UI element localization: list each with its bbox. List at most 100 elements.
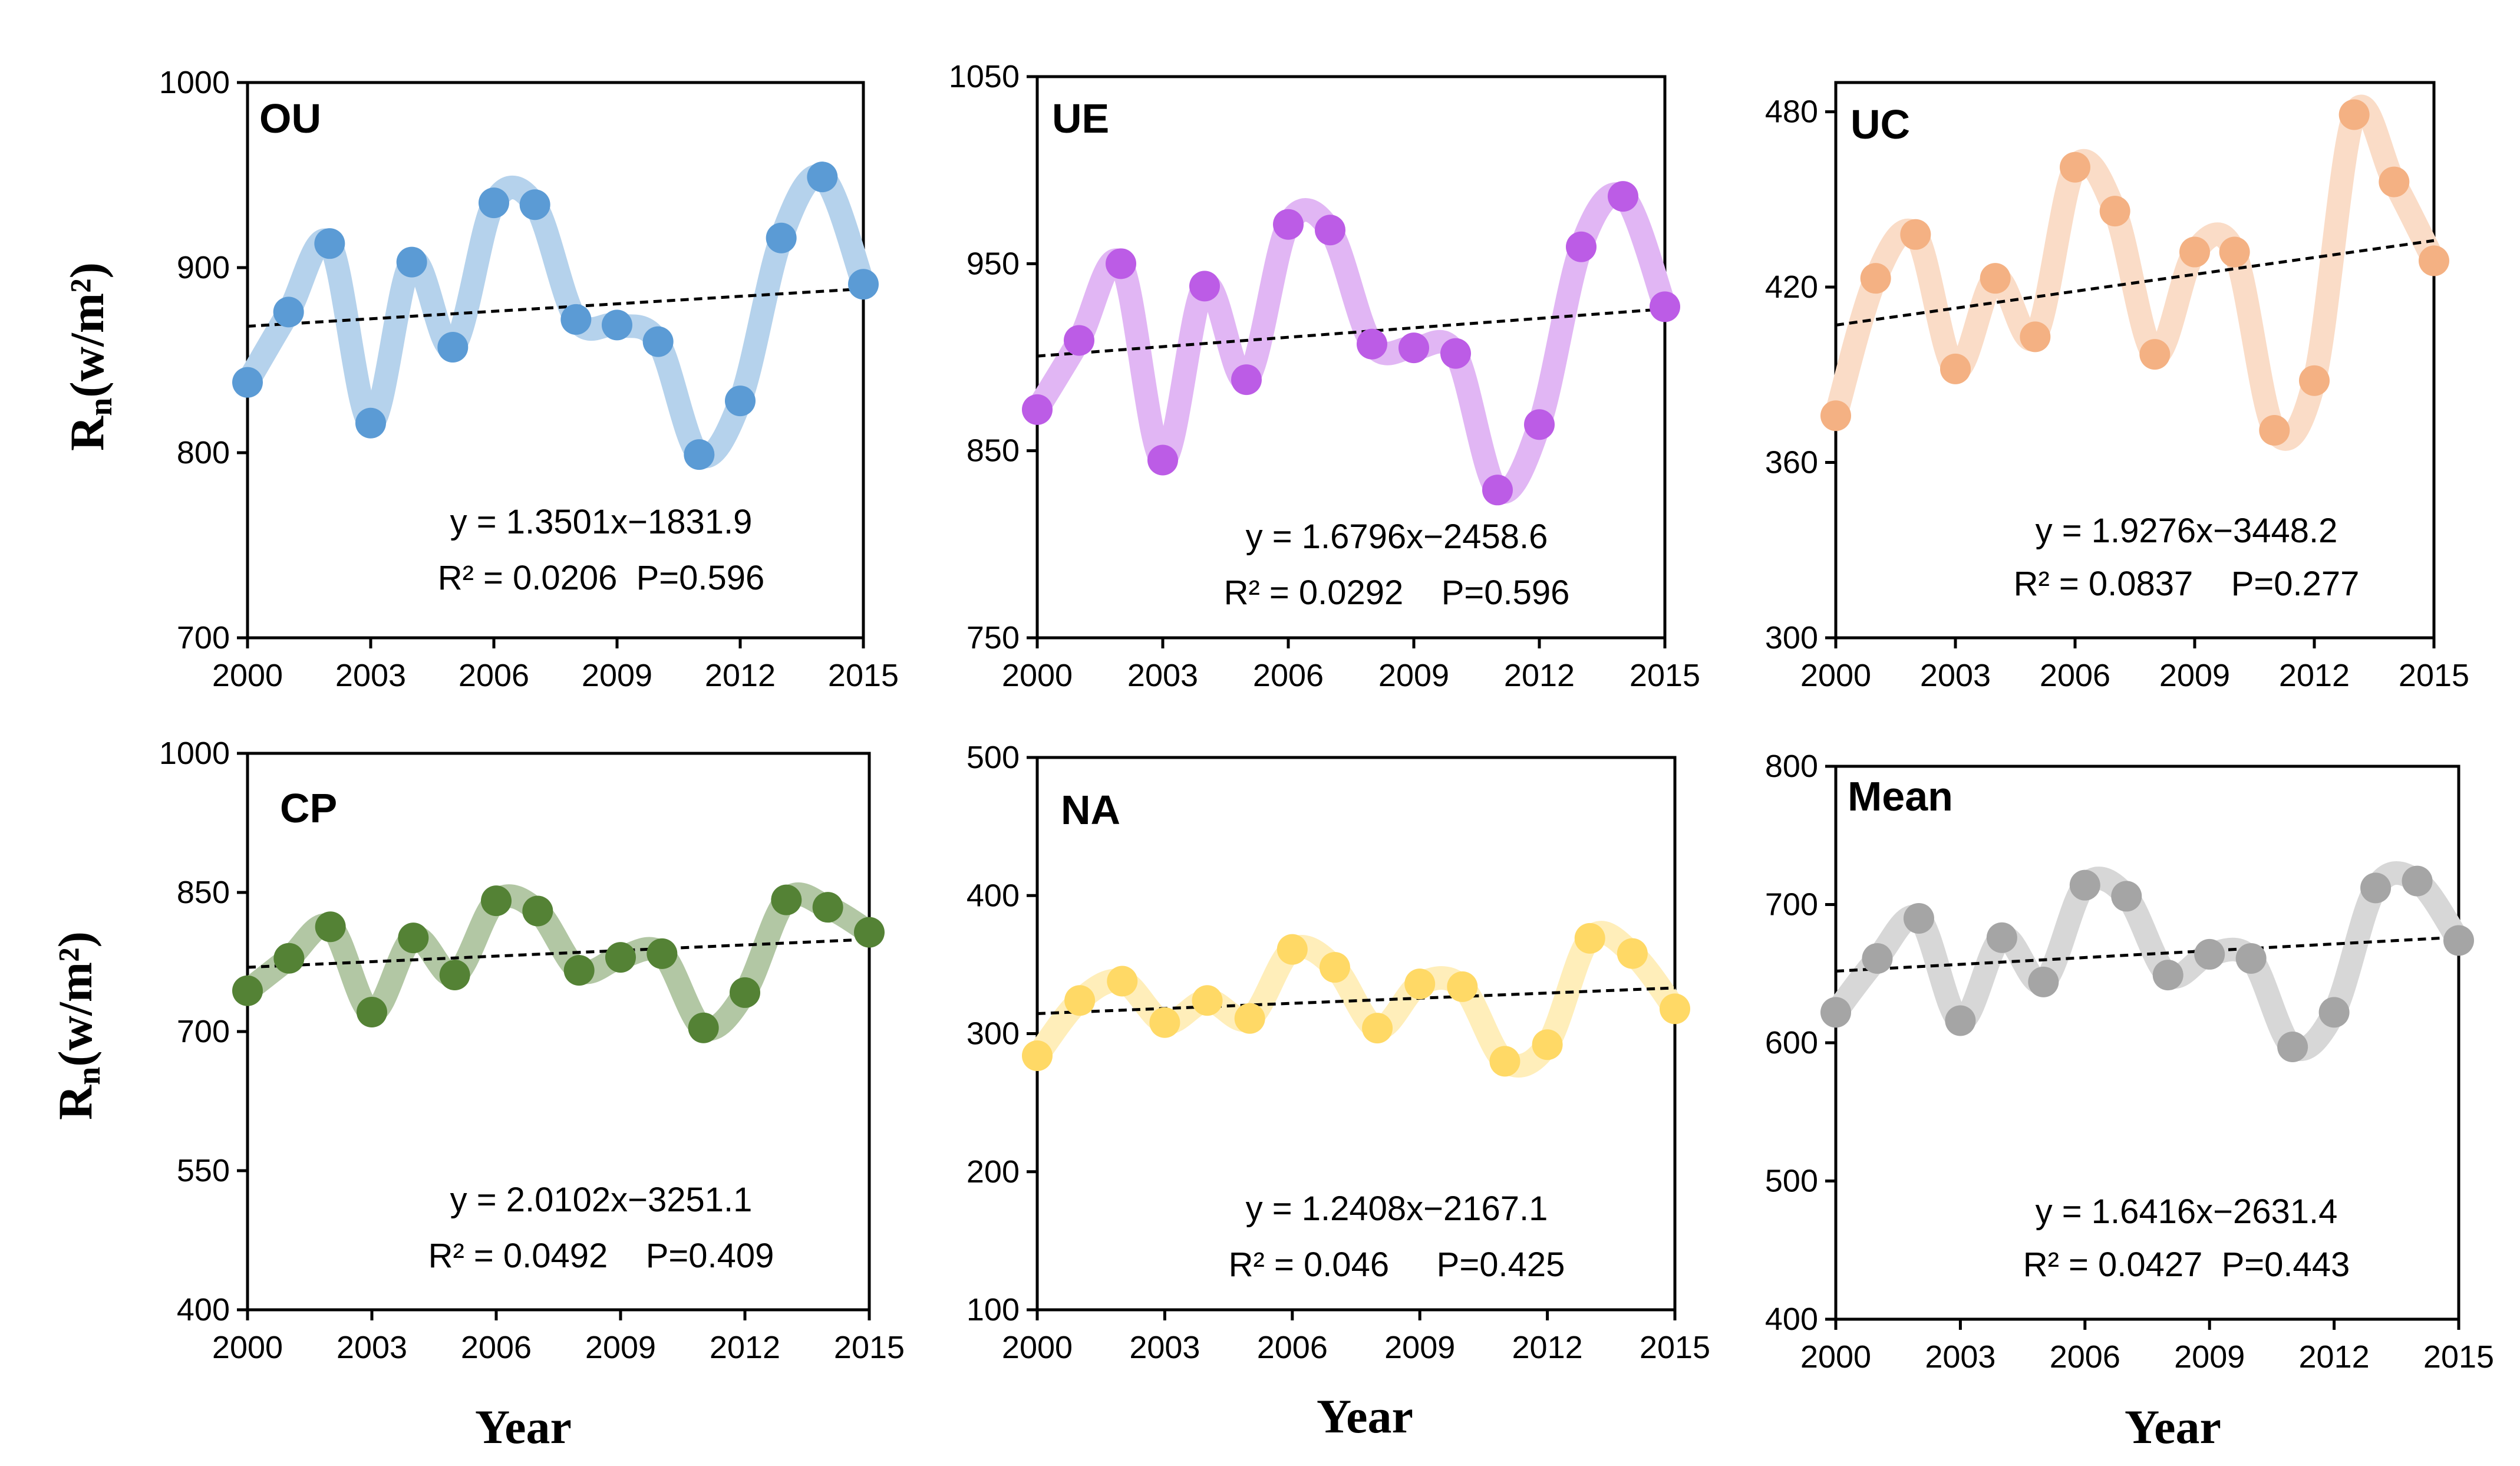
data-point-na-2006 xyxy=(1277,934,1308,965)
data-point-cp-2012 xyxy=(730,977,760,1008)
trend-stats-ou: R² = 0.0206 P=0.596 xyxy=(438,559,765,597)
plot-frame-uc xyxy=(1834,81,2436,640)
y-tick-label-ou: 700 xyxy=(177,620,230,655)
data-point-ou-2011 xyxy=(684,439,715,470)
data-point-uc-2000 xyxy=(1820,400,1851,431)
x-axis-label-mean: Year xyxy=(2125,1400,2221,1454)
data-point-na-2015 xyxy=(1660,993,1690,1024)
y-tick-label-ue: 750 xyxy=(967,620,1020,655)
x-tick-label-mean: 2012 xyxy=(2299,1339,2370,1375)
trend-stats-mean: R² = 0.0427 P=0.443 xyxy=(2023,1246,2350,1284)
y-tick-label-mean: 800 xyxy=(1765,749,1818,784)
data-point-mean-2005 xyxy=(2028,966,2059,997)
data-point-uc-2014 xyxy=(2379,166,2410,197)
panel-title-cp: CP xyxy=(280,785,337,831)
y-tick-label-cp: 1000 xyxy=(159,736,230,771)
data-point-uc-2004 xyxy=(1980,263,2011,294)
data-point-na-2000 xyxy=(1022,1040,1053,1071)
x-tick-label-uc: 2015 xyxy=(2399,658,2469,693)
data-point-ue-2001 xyxy=(1064,325,1094,356)
x-tick-label-uc: 2012 xyxy=(2279,658,2350,693)
data-point-ou-2002 xyxy=(314,228,345,259)
panel-ue: 750 850 950 1050 2000 2003 2006 2009 2012 2015 UE y… xyxy=(949,59,1700,693)
data-point-cp-2003 xyxy=(357,996,387,1027)
x-tick-label-mean: 2003 xyxy=(1925,1339,1995,1375)
data-point-cp-2006 xyxy=(481,885,512,917)
data-point-na-2003 xyxy=(1149,1007,1180,1038)
data-point-cp-2004 xyxy=(398,923,429,954)
series-line-mean xyxy=(1824,861,2470,1061)
data-point-na-2010 xyxy=(1447,971,1478,1002)
data-point-mean-2010 xyxy=(2235,943,2267,974)
data-point-uc-2010 xyxy=(2219,236,2250,268)
panel-na: 100 200 300 400 500 2000 2003 2006 2009 2012 2015 N… xyxy=(967,740,1710,1365)
x-tick-label-mean: 2000 xyxy=(1800,1339,1871,1375)
x-tick-label-na: 2003 xyxy=(1129,1330,1200,1365)
y-tick-label-cp: 700 xyxy=(177,1014,230,1049)
data-point-ou-2004 xyxy=(396,246,427,278)
y-tick-label-ou: 900 xyxy=(177,250,230,285)
data-point-mean-2013 xyxy=(2360,872,2392,904)
data-point-ou-2005 xyxy=(437,332,469,363)
trend-line-uc xyxy=(1835,239,2435,327)
data-point-na-2012 xyxy=(1532,1029,1563,1060)
data-point-mean-2000 xyxy=(1820,997,1851,1028)
trend-line-ou xyxy=(247,287,864,328)
trend-stats-na: R² = 0.046 P=0.425 xyxy=(1229,1246,1565,1284)
data-point-ou-2012 xyxy=(725,386,756,417)
x-tick-label-na: 2012 xyxy=(1512,1330,1583,1365)
data-point-mean-2011 xyxy=(2277,1032,2308,1063)
plot-frame-ue xyxy=(1035,75,1667,640)
data-point-ou-2000 xyxy=(232,367,263,398)
x-tick-label-ue: 2012 xyxy=(1504,658,1575,693)
panel-ou: 700 800 900 1000 2000 2003 2006 2009 2012 2015 OU y… xyxy=(159,65,899,693)
data-point-ue-2008 xyxy=(1357,328,1387,360)
trend-line-cp xyxy=(247,938,870,969)
series-line-uc xyxy=(1824,94,2446,451)
trend-stats-uc: R² = 0.0837 P=0.277 xyxy=(2014,565,2360,603)
data-point-mean-2002 xyxy=(1903,902,1934,934)
data-point-ue-2014 xyxy=(1608,181,1638,212)
y-tick-label-ue: 950 xyxy=(967,246,1020,281)
y-axis-label-rest: (w/m²) xyxy=(60,262,114,398)
x-tick-label-ue: 2015 xyxy=(1630,658,1700,693)
series-line-cp xyxy=(236,882,881,1041)
data-point-uc-2002 xyxy=(1900,219,1931,250)
panel-title-mean: Mean xyxy=(1848,773,1953,819)
data-point-cp-2002 xyxy=(315,911,346,943)
panel-uc: 300 360 420 480 2000 2003 2006 2009 2012 2015 UC y … xyxy=(1765,81,2469,693)
data-point-cp-2008 xyxy=(563,955,595,986)
trend-equation-cp: y = 2.0102x−3251.1 xyxy=(450,1181,753,1219)
data-point-mean-2007 xyxy=(2111,881,2142,912)
x-tick-label-uc: 2003 xyxy=(1920,658,1991,693)
data-point-ue-2007 xyxy=(1315,215,1345,246)
x-tick-label-ue: 2003 xyxy=(1127,658,1198,693)
data-point-cp-2007 xyxy=(522,895,553,927)
y-tick-label-na: 100 xyxy=(967,1292,1020,1327)
data-point-cp-2005 xyxy=(439,960,470,991)
x-tick-label-mean: 2006 xyxy=(2050,1339,2120,1375)
data-point-mean-2006 xyxy=(2069,869,2100,901)
trend-equation-mean: y = 1.6416x−2631.4 xyxy=(2036,1192,2338,1231)
y-axis-label-main: R xyxy=(48,1085,102,1120)
data-point-ue-2006 xyxy=(1273,209,1304,240)
data-point-na-2014 xyxy=(1617,938,1648,969)
data-point-cp-2015 xyxy=(854,917,885,948)
trend-line-mean xyxy=(1835,935,2459,973)
panel-cp: 400 550 700 850 1000 2000 2003 2006 2009 2012 2015… xyxy=(159,736,905,1365)
data-point-na-2007 xyxy=(1319,952,1350,983)
svg-text:Rn(w/m²): Rn(w/m²) xyxy=(60,262,119,451)
x-tick-label-uc: 2006 xyxy=(2040,658,2110,693)
y-tick-label-na: 200 xyxy=(967,1154,1020,1190)
y-tick-label-uc: 420 xyxy=(1765,269,1818,305)
data-point-cp-2009 xyxy=(605,942,636,973)
x-axis-label-cp: Year xyxy=(475,1400,572,1454)
panel-title-na: NA xyxy=(1061,787,1120,833)
x-tick-label-cp: 2015 xyxy=(834,1330,905,1365)
x-tick-label-mean: 2009 xyxy=(2174,1339,2245,1375)
data-point-mean-2012 xyxy=(2318,997,2350,1028)
data-point-ou-2013 xyxy=(766,222,797,253)
x-tick-label-na: 2015 xyxy=(1640,1330,1710,1365)
data-point-mean-2008 xyxy=(2152,960,2183,991)
data-point-ou-2001 xyxy=(273,297,304,328)
